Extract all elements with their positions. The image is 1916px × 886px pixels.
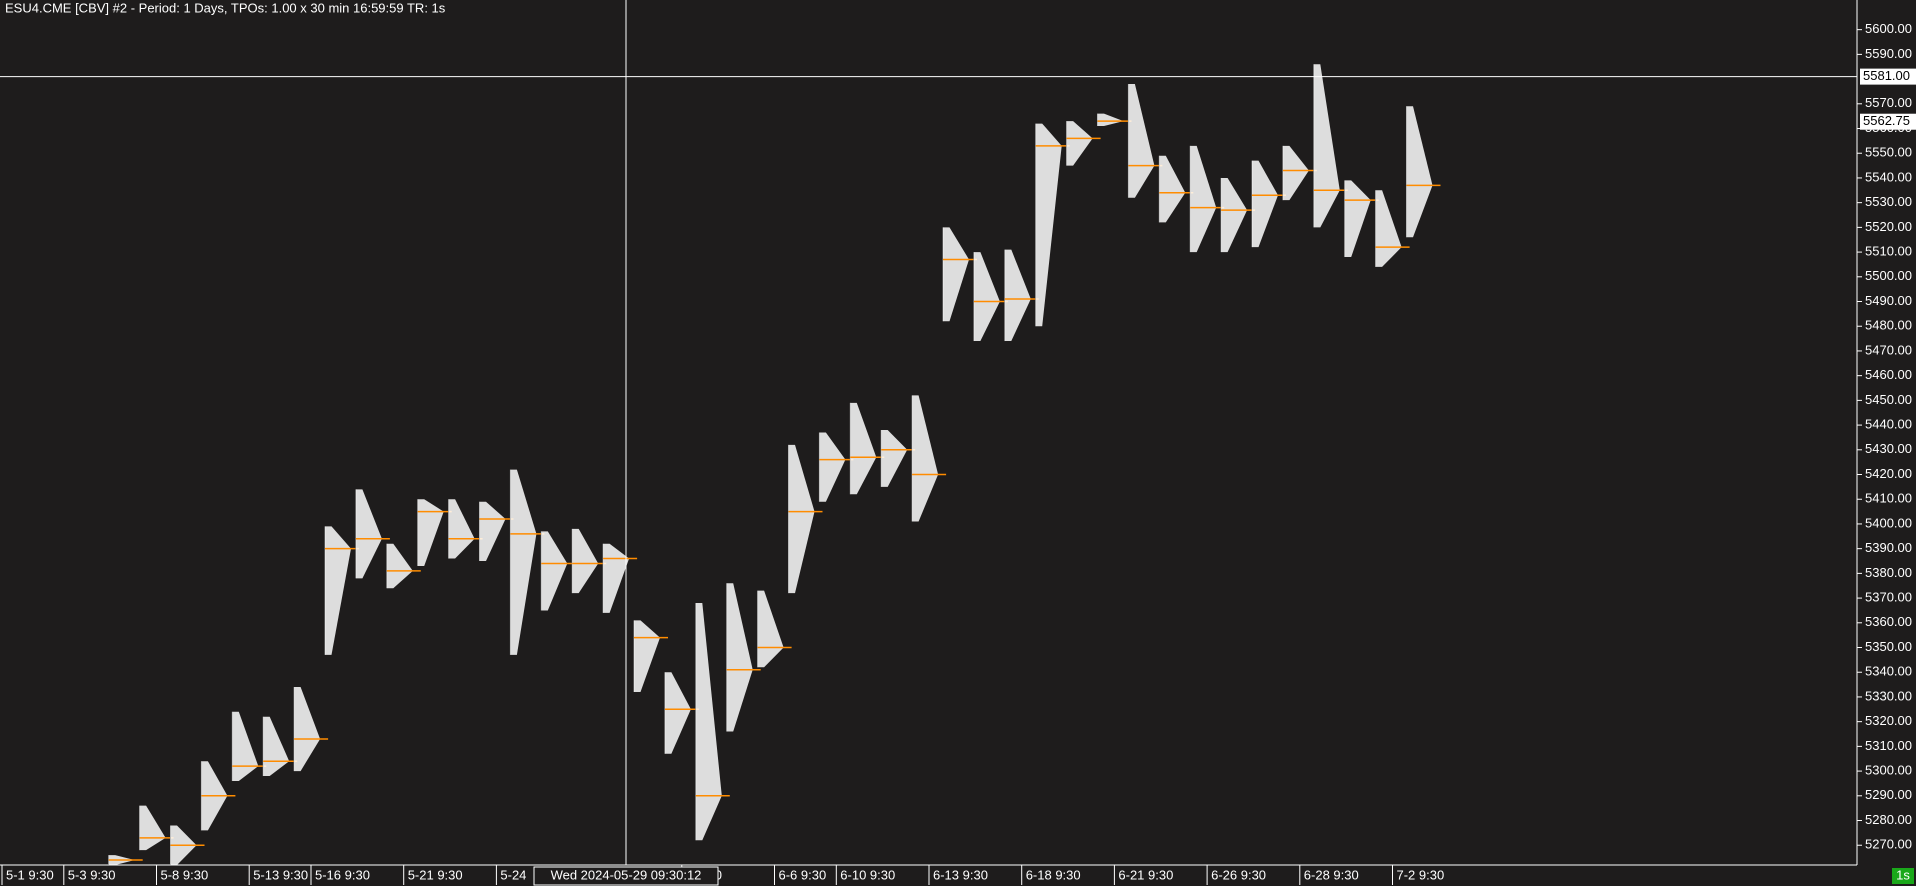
y-tick-label: 5280.00: [1865, 812, 1912, 827]
profile: [1035, 123, 1062, 327]
profile: [1406, 106, 1433, 238]
profile: [1066, 121, 1093, 166]
y-tick-label: 5360.00: [1865, 614, 1912, 629]
profile: [726, 583, 753, 732]
crosshair-price-box: [1860, 68, 1916, 85]
profile: [448, 499, 475, 559]
profile: [943, 227, 969, 322]
profile: [664, 672, 691, 754]
status-label: 1s: [1896, 867, 1910, 882]
y-tick-label: 5450.00: [1865, 392, 1912, 407]
profile: [294, 687, 321, 772]
y-tick-label: 5370.00: [1865, 590, 1912, 605]
x-tick-label: 6-13 9:30: [933, 867, 988, 882]
profile: [355, 489, 382, 579]
y-tick-label: 5440.00: [1865, 417, 1912, 432]
x-tick-label: 5-13 9:30: [253, 867, 308, 882]
y-tick-label: 5540.00: [1865, 169, 1912, 184]
chart-title: ESU4.CME [CBV] #2 - Period: 1 Days, TPOs…: [5, 0, 446, 15]
x-tick-label: 5-3 9:30: [68, 867, 116, 882]
profile: [232, 711, 259, 781]
y-tick-label: 5390.00: [1865, 540, 1912, 555]
y-tick-label: 5590.00: [1865, 46, 1912, 61]
profile: [510, 469, 537, 655]
last-price-box: [1860, 113, 1916, 130]
profile: [325, 526, 351, 655]
profile: [1004, 249, 1031, 342]
y-tick-label: 5320.00: [1865, 713, 1912, 728]
profile: [417, 499, 444, 566]
y-tick-label: 5410.00: [1865, 491, 1912, 506]
x-tick-label: 6-28 9:30: [1304, 867, 1359, 882]
y-tick-label: 5330.00: [1865, 688, 1912, 703]
profile: [572, 528, 599, 594]
profile: [1313, 64, 1340, 228]
last-price-label: 5562.75: [1863, 113, 1910, 128]
y-tick-label: 5480.00: [1865, 318, 1912, 333]
profile: [1252, 160, 1278, 248]
y-tick-label: 5570.00: [1865, 95, 1912, 110]
x-tick-label: 5-8 9:30: [161, 867, 209, 882]
profile: [1221, 177, 1248, 253]
y-tick-label: 5310.00: [1865, 738, 1912, 753]
profile: [881, 430, 908, 487]
y-tick-label: 5530.00: [1865, 194, 1912, 209]
profile: [541, 531, 568, 611]
y-tick-label: 5510.00: [1865, 244, 1912, 259]
profile: [139, 805, 166, 851]
x-tick-label: 5-24: [500, 867, 526, 882]
y-tick-label: 5340.00: [1865, 664, 1912, 679]
profile: [479, 501, 506, 562]
profile: [1128, 84, 1155, 198]
x-tick-label: 7-2 9:30: [1397, 867, 1445, 882]
y-tick-label: 5300.00: [1865, 763, 1912, 778]
profile: [973, 252, 1000, 342]
y-tick-label: 5380.00: [1865, 565, 1912, 580]
profile: [912, 395, 939, 522]
y-tick-label: 5500.00: [1865, 268, 1912, 283]
y-tick-label: 5270.00: [1865, 837, 1912, 852]
x-tick-label: 5-1 9:30: [6, 867, 54, 882]
x-tick-label: 6-21 9:30: [1118, 867, 1173, 882]
profile: [1190, 145, 1217, 253]
y-tick-label: 5600.00: [1865, 21, 1912, 36]
y-tick-label: 5520.00: [1865, 219, 1912, 234]
status-box: [1892, 868, 1914, 884]
y-tick-label: 5400.00: [1865, 515, 1912, 530]
profile: [819, 432, 846, 502]
x-tick-label: 5-16 9:30: [315, 867, 370, 882]
profile: [850, 402, 877, 495]
y-tick-label: 5350.00: [1865, 639, 1912, 654]
x-tick-label: 6-6 9:30: [779, 867, 827, 882]
y-tick-label: 5550.00: [1865, 145, 1912, 160]
x-tick-label: 5-21 9:30: [408, 867, 463, 882]
x-tick-label: 6-26 9:30: [1211, 867, 1266, 882]
y-tick-label: 5470.00: [1865, 342, 1912, 357]
profile: [1159, 155, 1186, 223]
y-tick-label: 5430.00: [1865, 441, 1912, 456]
x-tick-label: 6-18 9:30: [1026, 867, 1081, 882]
profile: [788, 444, 815, 594]
crosshair-time-label: Wed 2024-05-29 09:30:12: [551, 867, 702, 882]
crosshair-time-box: [533, 866, 719, 886]
profile: [695, 603, 722, 841]
y-tick-label: 5290.00: [1865, 787, 1912, 802]
crosshair-price-label: 5581.00: [1863, 68, 1910, 83]
y-tick-label: 5490.00: [1865, 293, 1912, 308]
profile: [1097, 113, 1124, 127]
profile: [603, 543, 630, 613]
x-tick-label: 6-10 9:30: [840, 867, 895, 882]
y-tick-label: 5420.00: [1865, 466, 1912, 481]
profile: [1282, 145, 1309, 201]
profile: [386, 543, 413, 589]
y-tick-label: 5460.00: [1865, 367, 1912, 382]
